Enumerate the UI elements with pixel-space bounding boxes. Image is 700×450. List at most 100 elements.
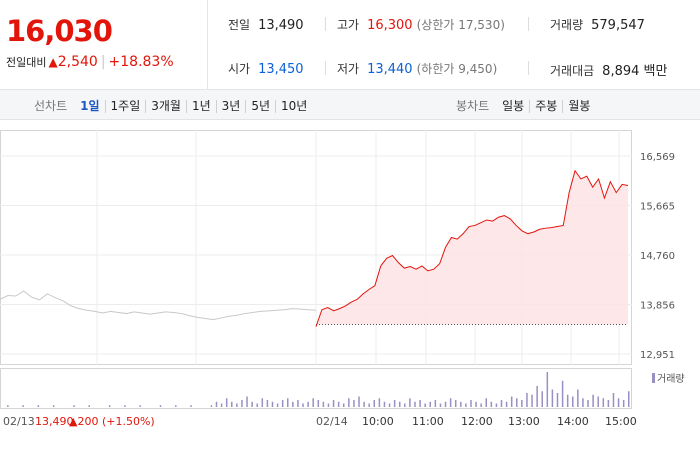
- today-date: 02/14: [316, 415, 348, 428]
- volume-bar: [317, 400, 320, 407]
- trade-value-label: 거래대금: [550, 64, 595, 78]
- volume-bars: [7, 372, 630, 407]
- line-chart-label: 선차트: [34, 99, 68, 113]
- volume-bar: [241, 400, 243, 407]
- volume-bar: [531, 394, 533, 407]
- volume: 거래량 579,547: [550, 16, 645, 33]
- volume-bar: [541, 391, 543, 407]
- x-tick-label: 13:00: [508, 415, 540, 428]
- volume-bar: [500, 400, 503, 407]
- change-divider: |: [100, 54, 106, 70]
- volume-bar: [561, 380, 564, 407]
- daily-candle-tab[interactable]: 일봉: [502, 99, 525, 113]
- period-1w-tab[interactable]: 1주일: [104, 100, 146, 113]
- period-10y-tab[interactable]: 10년: [275, 100, 312, 113]
- volume-bar: [495, 403, 498, 407]
- volume-bar: [383, 401, 386, 407]
- volume-bar: [215, 401, 218, 407]
- volume-bar: [617, 398, 620, 407]
- candle-chart-options: 봉차트 일봉 주봉 월봉: [456, 97, 595, 114]
- divider: [528, 61, 529, 75]
- volume-bar: [393, 400, 396, 407]
- volume-bar: [261, 398, 264, 407]
- volume-bar: [52, 405, 55, 407]
- volume-bar: [404, 403, 406, 407]
- change-amount: 2,540: [57, 54, 98, 70]
- volume-bar: [602, 398, 605, 407]
- volume-legend-swatch: [652, 373, 655, 383]
- volume-bar: [302, 403, 304, 407]
- prev-close-value: 13,490: [258, 18, 304, 33]
- volume-bar: [439, 403, 442, 407]
- volume-bar: [327, 403, 330, 407]
- volume-bar: [348, 398, 350, 407]
- volume-bar: [577, 389, 579, 407]
- volume-bar: [612, 393, 615, 407]
- high-label: 고가: [337, 18, 360, 32]
- candle-chart-label: 봉차트: [456, 99, 490, 113]
- volume-bar: [266, 400, 269, 407]
- monthly-candle-tab[interactable]: 월봉: [562, 100, 595, 113]
- volume-bar: [88, 405, 91, 407]
- period-5y-tab[interactable]: 5년: [245, 100, 275, 113]
- volume-bar: [460, 401, 462, 407]
- volume-bar: [337, 401, 340, 407]
- divider: [528, 17, 529, 31]
- volume-bar: [551, 389, 554, 407]
- volume-bar: [582, 398, 584, 407]
- volume-bar: [414, 401, 416, 407]
- prev-day-series-line: [0, 290, 317, 321]
- volume-bar: [465, 403, 467, 407]
- open-label: 시가: [228, 62, 251, 76]
- period-1y-tab[interactable]: 1년: [185, 100, 216, 113]
- volume-bar: [526, 393, 528, 407]
- price-change: 전일대비 ▲2,540 | +18.83%: [6, 54, 174, 70]
- price-chart: 16,569 15,665 14,760 13,856 12,951 거래량 10:00…: [0, 130, 685, 428]
- volume-bar: [521, 400, 523, 407]
- prev-day-date: 02/13: [3, 415, 35, 428]
- lower-limit: (하한가 9,450): [416, 62, 498, 76]
- volume-bar: [475, 401, 477, 407]
- volume-bar: [546, 372, 549, 407]
- grid-lines: [0, 130, 632, 365]
- quote-summary: 16,030 전일대비 ▲2,540 | +18.83% 전일 13,490 고가 16,…: [0, 0, 700, 90]
- trade-value: 거래대금 8,894 백만: [550, 60, 667, 79]
- volume-bar: [297, 400, 299, 407]
- volume-bar: [353, 400, 355, 407]
- volume-bar: [231, 401, 233, 407]
- volume-bar: [108, 405, 111, 407]
- weekly-candle-tab[interactable]: 주봉: [529, 100, 562, 113]
- today-series-line: [315, 169, 629, 327]
- volume-bar: [342, 403, 345, 407]
- volume-bar: [607, 400, 610, 407]
- volume-bar: [7, 405, 9, 407]
- volume-bar: [236, 403, 238, 407]
- period-1d-tab[interactable]: 1일: [80, 99, 100, 113]
- volume-bar: [256, 403, 258, 407]
- change-label: 전일대비: [6, 56, 47, 69]
- volume-bar: [37, 405, 40, 407]
- volume-bar: [556, 393, 559, 407]
- volume-bar: [587, 400, 589, 407]
- volume-bar: [536, 386, 538, 407]
- period-3m-tab[interactable]: 3개월: [145, 100, 186, 113]
- period-3y-tab[interactable]: 3년: [215, 100, 246, 113]
- volume-bar: [510, 396, 513, 407]
- volume-bar: [220, 403, 223, 407]
- volume-bar: [424, 403, 426, 407]
- volume-bar: [566, 394, 569, 407]
- price-box: 16,030 전일대비 ▲2,540 | +18.83%: [0, 0, 208, 90]
- volume-bar: [363, 401, 365, 407]
- volume-bar: [281, 400, 284, 407]
- volume-bar: [368, 403, 370, 407]
- volume-bar: [22, 405, 24, 407]
- day-low: 저가 13,440 (하한가 9,450): [337, 60, 497, 77]
- volume-bar: [210, 405, 213, 407]
- prev-day-change: ▲200 (+1.50%): [69, 415, 155, 428]
- divider: [325, 17, 326, 31]
- volume-bar: [572, 396, 574, 407]
- low-label: 저가: [337, 62, 360, 76]
- today-area-fill: [316, 170, 628, 327]
- volume-bar: [516, 398, 518, 407]
- volume-bar: [398, 401, 401, 407]
